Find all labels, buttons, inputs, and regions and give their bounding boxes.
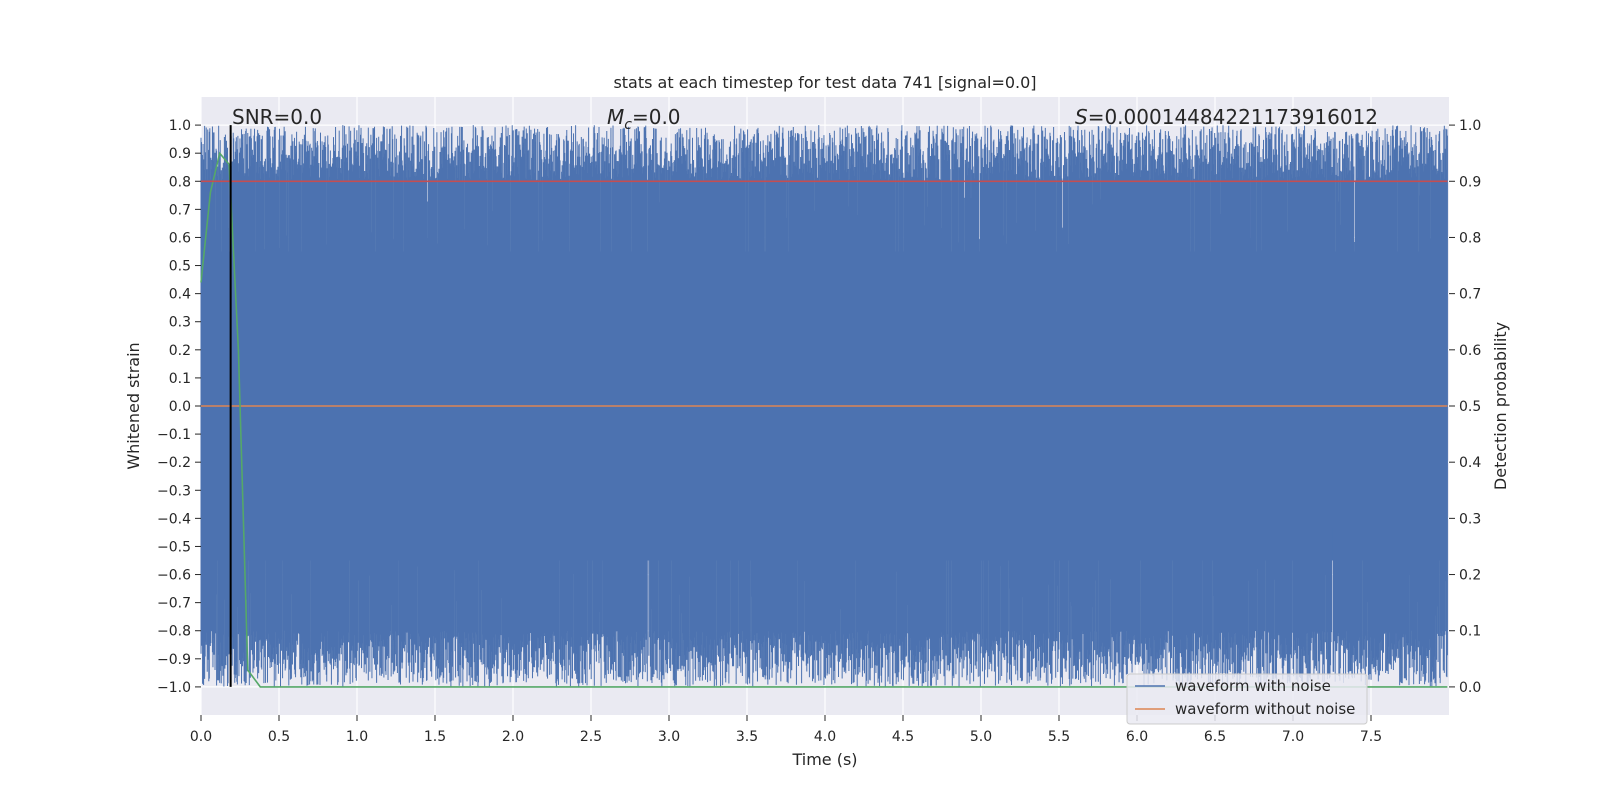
y-tick-label-13: −0.3: [157, 483, 191, 499]
y-tick-label-0: 1.0: [169, 118, 191, 134]
y-right-tick-label-0: 1.0: [1459, 118, 1481, 134]
annotation-snr: SNR=0.0: [232, 105, 322, 129]
y-tick-label-16: −0.6: [157, 568, 191, 584]
x-tick-label-10: 5.0: [970, 729, 992, 745]
x-tick-label-7: 3.5: [736, 729, 758, 745]
annotation-s-value: =0.00014484221173916012: [1088, 105, 1378, 129]
y-tick-label-19: −0.9: [157, 652, 191, 668]
x-tick-label-8: 4.0: [814, 729, 836, 745]
y-tick-label-18: −0.8: [157, 624, 191, 640]
y-tick-label-11: −0.1: [157, 427, 191, 443]
x-tick-label-1: 0.5: [268, 729, 290, 745]
y-tick-label-7: 0.3: [169, 315, 191, 331]
legend: waveform with noise waveform without noi…: [1126, 673, 1368, 725]
y-tick-label-17: −0.7: [157, 596, 191, 612]
right-axis: 1.0 0.9 0.8 0.7 0.6 0.5 0.4 0.3 0.2 0.1 0.0: [1449, 118, 1481, 696]
x-tick-label-14: 7.0: [1282, 729, 1304, 745]
y-tick-label-10: 0.0: [169, 399, 191, 415]
x-axis: 0.0 0.5 1.0 1.5 2.0 2.5 3.0 3.5 4.0 4.5 5.0 5.5 6.0 6…: [190, 715, 1382, 745]
legend-box: [1126, 673, 1368, 725]
x-tick-label-2: 1.0: [346, 729, 368, 745]
y-right-tick-label-4: 0.6: [1459, 343, 1481, 359]
series-line-2: [200, 151, 1448, 688]
x-tick-label-12: 6.0: [1126, 729, 1148, 745]
x-tick-label-6: 3.0: [658, 729, 680, 745]
annotation-s-symbol: S: [1075, 105, 1088, 129]
annotation-mc: Mc=0.0: [607, 105, 681, 133]
y-tick-label-15: −0.5: [157, 539, 191, 555]
y-tick-label-8: 0.2: [169, 343, 191, 359]
y-right-tick-label-10: 0.0: [1459, 680, 1481, 696]
y-right-tick-label-7: 0.3: [1459, 511, 1481, 527]
y-right-tick-label-3: 0.7: [1459, 287, 1481, 303]
left-axis: 1.0 0.9 0.8 0.7 0.6 0.5 0.4 0.3 0.2 0.1 0.0 −0.1 −0.…: [157, 118, 201, 696]
x-tick-label-4: 2.0: [502, 729, 524, 745]
x-tick-label-13: 6.5: [1204, 729, 1226, 745]
x-tick-label-3: 1.5: [424, 729, 446, 745]
x-tick-label-5: 2.5: [580, 729, 602, 745]
annotation-s: S=0.00014484221173916012: [1075, 105, 1378, 129]
y-tick-label-2: 0.8: [169, 174, 191, 190]
y-right-tick-label-2: 0.8: [1459, 230, 1481, 246]
y-tick-label-4: 0.6: [169, 230, 191, 246]
annotation-mc-symbol: M: [607, 105, 624, 129]
y-right-tick-label-1: 0.9: [1459, 174, 1481, 190]
chart-title: stats at each timestep for test data 741…: [613, 73, 1036, 92]
y-right-tick-label-9: 0.1: [1459, 624, 1481, 640]
y-tick-label-14: −0.4: [157, 511, 191, 527]
y-tick-label-1: 0.9: [169, 146, 191, 162]
series-lines: [200, 125, 1448, 688]
y-right-tick-label-6: 0.4: [1459, 455, 1481, 471]
x-axis-label: Time (s): [791, 750, 857, 769]
y-axis-right-label: Detection probability: [1491, 322, 1510, 490]
y-tick-label-12: −0.2: [157, 455, 191, 471]
y-tick-label-9: 0.1: [169, 371, 191, 387]
x-tick-label-11: 5.5: [1048, 729, 1070, 745]
x-tick-label-15: 7.5: [1360, 729, 1382, 745]
annotation-mc-value: =0.0: [632, 105, 681, 129]
x-tick-label-0: 0.0: [190, 729, 212, 745]
x-tick-label-9: 4.5: [892, 729, 914, 745]
y-right-tick-label-8: 0.2: [1459, 568, 1481, 584]
y-right-tick-label-5: 0.5: [1459, 399, 1481, 415]
y-tick-label-6: 0.4: [169, 287, 191, 303]
annotation-mc-subscript: c: [624, 117, 632, 133]
y-tick-label-5: 0.5: [169, 259, 191, 275]
y-tick-label-20: −1.0: [157, 680, 191, 696]
y-tick-label-3: 0.7: [169, 202, 191, 218]
legend-label-without-noise: waveform without noise: [1175, 700, 1355, 718]
y-axis-label: Whitened strain: [124, 342, 143, 469]
legend-label-with-noise: waveform with noise: [1175, 677, 1331, 695]
